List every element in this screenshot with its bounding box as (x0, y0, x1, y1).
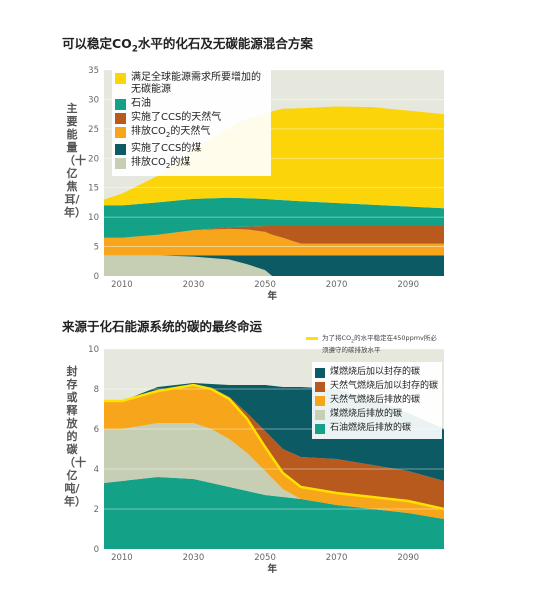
legend-label: 满足全球能源需求所要增加的无碳能源 (131, 72, 261, 95)
legend-swatch (115, 144, 126, 155)
legend-item-1-4: 煤燃烧后加以封存的碳 (315, 367, 439, 378)
stabilization-line-swatch (306, 337, 318, 340)
legend-item-1-0: 石油燃烧后排放的碳 (315, 423, 439, 434)
area-series-1-1 (104, 423, 444, 519)
legend-swatch (115, 99, 126, 110)
y-tick-label: 0 (94, 272, 99, 282)
legend-label: 实施了CCS的天然气 (131, 112, 222, 123)
stabilization-note: 为了将CO2的水平稳定在450ppmv所必须遵守的碳排放水平 (306, 334, 438, 355)
legend-label: 煤燃烧后加以封存的碳 (330, 367, 421, 377)
legend-item-1-3: 天然气燃烧后加以封存的碳 (315, 381, 439, 392)
x-axis-label: 年 (267, 563, 277, 575)
x-tick-label: 2030 (183, 553, 205, 563)
legend-swatch (315, 410, 325, 420)
chart2-ylabel: 封存或释放的碳（十亿吨/年） (64, 365, 86, 508)
y-tick-label: 4 (94, 465, 99, 475)
legend-label: 排放CO2的天然气 (131, 126, 211, 139)
legend-swatch (315, 382, 325, 392)
y-tick-label: 25 (88, 125, 99, 135)
legend-swatch (115, 73, 126, 84)
chart1-legend: 满足全球能源需求所要增加的无碳能源石油实施了CCS的天然气 排放CO2的天然气 实施… (112, 68, 271, 176)
y-tick-label: 2 (94, 505, 99, 515)
area-series-0-4 (104, 197, 444, 238)
legend-label: 天然气燃烧后排放的碳 (330, 395, 421, 405)
x-tick-label: 2050 (254, 553, 276, 563)
legend-item-0-0: 排放CO2的煤 (115, 157, 267, 172)
legend-label: 实施了CCS的煤 (131, 143, 202, 154)
legend-swatch (115, 158, 126, 169)
legend-label: 煤燃烧后排放的碳 (330, 409, 403, 419)
y-tick-label: 0 (94, 545, 99, 555)
x-tick-label: 2070 (326, 553, 348, 563)
legend-swatch (115, 113, 126, 124)
legend-item-0-3: 实施了CCS的天然气 (115, 112, 267, 124)
chart1-title: 可以稳定CO2水平的化石及无碳能源混合方案 (62, 36, 313, 55)
y-tick-label: 20 (88, 154, 99, 164)
x-tick-label: 2010 (111, 553, 133, 563)
area-series-1-3 (104, 385, 444, 509)
x-tick-label: 2090 (397, 280, 419, 290)
legend-item-0-4: 石油 (115, 98, 267, 110)
y-tick-label: 15 (88, 184, 99, 194)
y-tick-label: 8 (94, 385, 99, 395)
stabilization-note-text: 为了将CO2的水平稳定在450ppmv所必须遵守的碳排放水平 (322, 334, 437, 355)
x-tick-label: 2030 (183, 280, 205, 290)
y-tick-label: 5 (94, 243, 99, 253)
area-series-0-5 (104, 106, 444, 209)
y-tick-label: 6 (94, 425, 99, 435)
legend-label: 天然气燃烧后加以封存的碳 (330, 381, 439, 391)
area-series-0-2 (104, 228, 444, 256)
chart2-title: 来源于化石能源系统的碳的最终命运 (62, 319, 263, 334)
chart2-legend: 煤燃烧后加以封存的碳天然气燃烧后加以封存的碳 天然气燃烧后排放的碳 煤燃烧后排放的碳… (312, 362, 442, 439)
legend-swatch (115, 127, 126, 138)
legend-label: 石油燃烧后排放的碳 (330, 423, 412, 433)
area-series-1-2 (104, 385, 444, 519)
x-tick-label: 2070 (326, 280, 348, 290)
legend-swatch (315, 368, 325, 378)
x-tick-label: 2010 (111, 280, 133, 290)
legend-swatch (315, 396, 325, 406)
legend-label: 石油 (131, 98, 151, 109)
x-tick-label: 2050 (254, 280, 276, 290)
area-series-1-0 (104, 477, 444, 549)
stabilization-line (104, 383, 445, 511)
x-axis-label: 年 (267, 290, 277, 302)
y-tick-label: 10 (88, 213, 99, 223)
legend-item-1-1: 煤燃烧后排放的碳 (315, 409, 439, 420)
legend-item-0-2: 排放CO2的天然气 (115, 126, 267, 141)
area-series-0-1 (104, 255, 444, 276)
legend-swatch (315, 424, 325, 434)
y-tick-label: 30 (88, 95, 99, 105)
area-series-0-0 (104, 255, 444, 276)
area-series-0-3 (104, 226, 444, 244)
x-tick-label: 2090 (397, 553, 419, 563)
legend-item-0-5: 满足全球能源需求所要增加的无碳能源 (115, 72, 267, 96)
legend-item-0-1: 实施了CCS的煤 (115, 143, 267, 155)
legend-item-1-2: 天然气燃烧后排放的碳 (315, 395, 439, 406)
y-tick-label: 35 (88, 66, 99, 76)
legend-label: 排放CO2的煤 (131, 157, 191, 170)
y-tick-label: 10 (88, 345, 99, 355)
